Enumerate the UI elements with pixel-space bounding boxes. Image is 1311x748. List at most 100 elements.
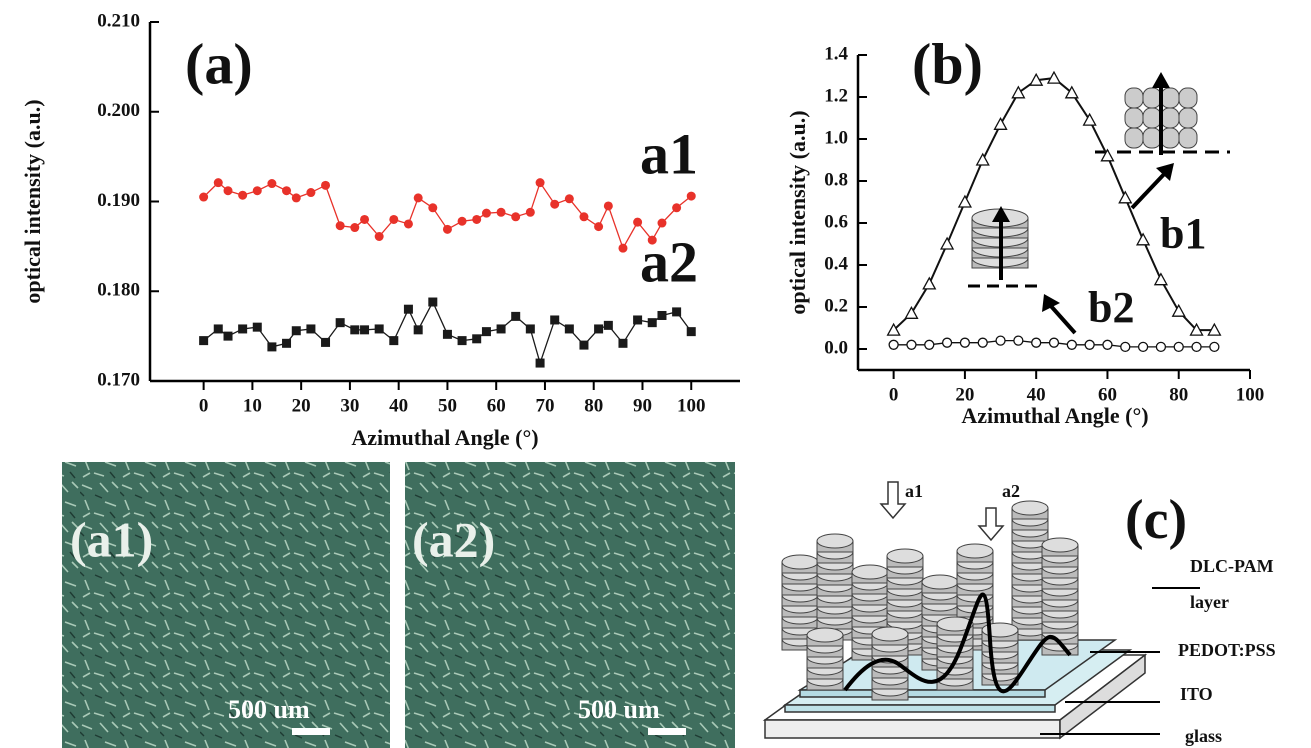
- y-tick-label: 0.8: [824, 169, 848, 190]
- data-point: [238, 191, 247, 200]
- x-tick-label: 40: [389, 395, 408, 416]
- data-point: [565, 194, 574, 203]
- scale-bar: [648, 728, 686, 735]
- device-diagram: a1 a2 (c) DLC-PAM layer PEDOT:PSS ITO gl…: [765, 481, 1276, 746]
- y-axis-title: optical intensity (a.u.): [20, 99, 45, 303]
- disc-side-view: [1143, 128, 1161, 148]
- data-point: [526, 324, 535, 333]
- data-point: [482, 327, 491, 336]
- data-point: [604, 201, 613, 210]
- disc-side-view: [1125, 108, 1143, 128]
- data-point: [1174, 342, 1183, 351]
- x-tick-label: 0: [889, 384, 899, 405]
- data-point: [925, 340, 934, 349]
- x-tick-label: 50: [438, 395, 457, 416]
- data-point: [889, 340, 898, 349]
- arrow-a2: [979, 508, 1003, 540]
- data-point: [482, 209, 491, 218]
- x-tick-label: 60: [487, 395, 506, 416]
- disc: [922, 575, 958, 589]
- micrograph-label: (a1): [70, 511, 153, 567]
- y-axis-title: optical intensity (a.u.): [785, 110, 810, 314]
- data-point: [594, 222, 603, 231]
- data-point: [633, 218, 642, 227]
- axis-arrow-head: [1152, 72, 1170, 88]
- layer-label: PEDOT:PSS: [1178, 640, 1276, 660]
- data-point: [579, 212, 588, 221]
- disc-side-view: [1179, 128, 1197, 148]
- data-point: [224, 186, 233, 195]
- data-point: [657, 311, 666, 320]
- data-point: [618, 339, 627, 348]
- data-point: [472, 215, 481, 224]
- y-tick-label: 0.190: [97, 190, 140, 211]
- disc-side-view: [1143, 88, 1161, 108]
- data-point: [907, 340, 916, 349]
- data-point: [672, 203, 681, 212]
- data-point: [923, 278, 935, 289]
- y-tick-label: 1.2: [824, 85, 848, 106]
- data-point: [428, 298, 437, 307]
- y-tick-label: 0.170: [97, 369, 140, 390]
- disc: [782, 555, 818, 569]
- y-tick-label: 0.2: [824, 295, 848, 316]
- y-tick-label: 0.210: [97, 10, 140, 31]
- x-tick-label: 100: [677, 395, 706, 416]
- disc-side-view: [1125, 88, 1143, 108]
- y-tick-label: 0.4: [824, 253, 848, 274]
- data-point: [282, 339, 291, 348]
- x-axis-title: Azimuthal Angle (°): [351, 425, 538, 450]
- data-point: [360, 325, 369, 334]
- data-point: [536, 178, 545, 187]
- data-point: [1192, 342, 1201, 351]
- micrograph-a2: [405, 462, 735, 748]
- data-point: [414, 193, 423, 202]
- data-point: [657, 219, 666, 228]
- data-point: [1137, 234, 1149, 245]
- layer-label: layer: [1190, 592, 1229, 612]
- x-tick-label: 100: [1236, 384, 1265, 405]
- data-point: [267, 342, 276, 351]
- data-point: [550, 315, 559, 324]
- annotation: b2: [1088, 283, 1134, 332]
- data-point: [428, 203, 437, 212]
- micrograph-label: (a2): [412, 511, 495, 567]
- data-point: [443, 330, 452, 339]
- data-point: [943, 338, 952, 347]
- data-point: [375, 324, 384, 333]
- disc: [1012, 501, 1048, 515]
- annotation: (b): [912, 31, 983, 96]
- data-point: [497, 324, 506, 333]
- data-point: [306, 188, 315, 197]
- data-point: [1139, 342, 1148, 351]
- data-point: [414, 325, 423, 334]
- data-point: [604, 321, 613, 330]
- data-point: [350, 325, 359, 334]
- data-point: [267, 179, 276, 188]
- layer-label: ITO: [1180, 684, 1213, 704]
- data-point: [375, 232, 384, 241]
- data-point: [941, 238, 953, 249]
- micrographs: (a1) (a2) 500 um 500 um: [62, 462, 735, 748]
- data-point: [336, 221, 345, 230]
- x-axis-title: Azimuthal Angle (°): [961, 403, 1148, 428]
- data-point: [292, 193, 301, 202]
- data-point: [350, 223, 359, 232]
- y-tick-label: 0.0: [824, 337, 848, 358]
- data-point: [404, 219, 413, 228]
- series-line: [204, 183, 692, 249]
- y-tick-label: 0.6: [824, 211, 848, 232]
- disc-side-view: [1125, 128, 1143, 148]
- data-point: [1014, 336, 1023, 345]
- data-point: [224, 332, 233, 341]
- data-point: [579, 341, 588, 350]
- data-point: [536, 359, 545, 368]
- data-point: [687, 192, 696, 201]
- y-tick-label: 0.180: [97, 280, 140, 301]
- disc: [872, 627, 908, 641]
- layer-label: DLC-PAM: [1190, 556, 1274, 576]
- annotation: b1: [1160, 209, 1206, 258]
- data-point: [1012, 87, 1024, 98]
- disc: [852, 565, 888, 579]
- data-point: [321, 181, 330, 190]
